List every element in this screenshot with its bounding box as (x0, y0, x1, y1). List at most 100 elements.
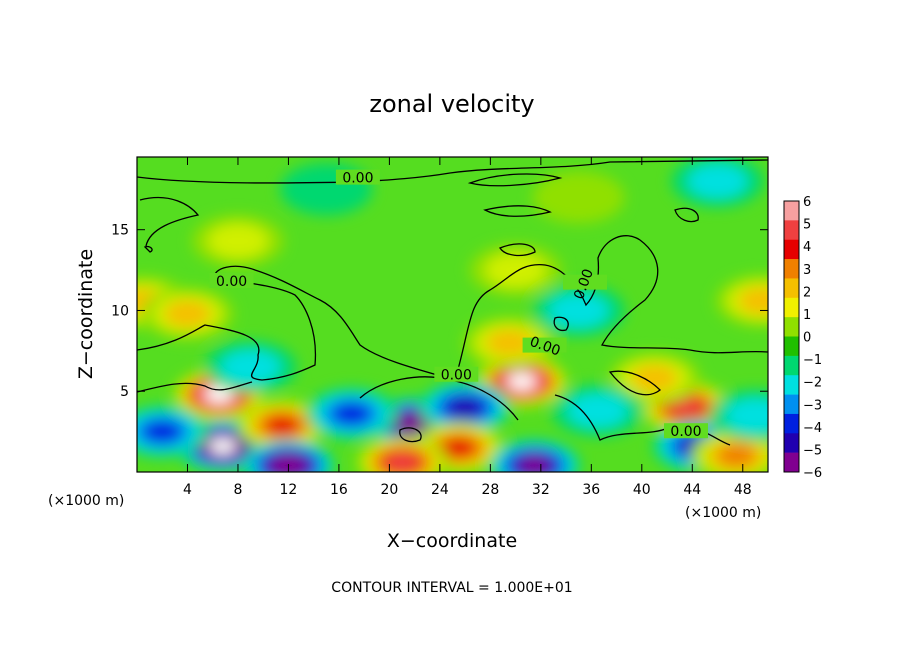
colorbar-swatch-1 (784, 220, 799, 241)
field-anomaly-20-level-2 (208, 223, 268, 259)
colorbar-swatch-0 (784, 201, 799, 221)
field-anomaly-19-level-2 (725, 398, 768, 433)
field-anomaly-4-level-8 (508, 373, 535, 390)
colorbar-label-7: −1 (803, 353, 822, 368)
field-anomaly-27-level-1 (532, 171, 625, 224)
contour-label-bg-0 (335, 169, 380, 185)
contour-label-0: 0.00 (342, 171, 373, 187)
x-tick-label-28: 28 (481, 482, 499, 498)
zero-contour-4 (499, 243, 536, 257)
colorbar-label-3: 3 (803, 263, 811, 278)
contour-label-1: 0.00 (216, 274, 247, 290)
y-tick-label-15: 15 (111, 223, 129, 239)
field-anomaly-23-level-3 (164, 300, 211, 328)
x-tick-label-48: 48 (734, 482, 752, 498)
field-anomaly-8-level-5 (441, 437, 476, 458)
colorbar-swatch-4 (784, 278, 799, 299)
contour-label-bg-2 (563, 274, 607, 290)
colorbar-label-9: −3 (803, 398, 822, 413)
x-tick-label-20: 20 (380, 482, 398, 498)
colorbar-label-6: 0 (803, 331, 811, 346)
chart-title: zonal velocity (369, 90, 534, 118)
colorbar-swatch-12 (784, 433, 799, 453)
field-anomaly-1-level-8 (209, 438, 236, 455)
plot-frame (136, 156, 769, 473)
zero-contour-1 (467, 173, 563, 187)
zero-contour-11 (553, 316, 569, 332)
field-anomaly-7-level-5 (448, 397, 482, 418)
contour-label-bg-3 (522, 337, 567, 353)
colorbar-swatch-11 (784, 413, 799, 434)
field-anomaly-2-level-5 (265, 415, 299, 436)
colorbar-label-2: 4 (803, 240, 811, 255)
field-anomaly-16-level-4 (717, 444, 756, 468)
field-anomaly-15-level-3 (631, 364, 678, 392)
colorbar-label-0: 6 (803, 195, 811, 210)
x-tick-label-24: 24 (431, 482, 449, 498)
colorbar-label-10: −4 (803, 421, 822, 436)
colorbar-frame (783, 200, 800, 473)
zero-contour-12 (399, 427, 422, 443)
colorbar-swatch-3 (784, 259, 799, 279)
zero-contour-9 (608, 370, 661, 396)
field-anomaly-18-level-2 (567, 393, 628, 428)
colorbar-swatch-8 (784, 355, 799, 376)
colorbar-label-1: 5 (803, 218, 811, 233)
field-anomaly-5-level-3 (486, 329, 533, 357)
x-tick-label-40: 40 (633, 482, 651, 498)
colorbar-swatch-5 (784, 297, 799, 318)
x-tick-label-4: 4 (183, 482, 192, 498)
field-anomaly-11-level-4 (332, 402, 371, 426)
x-unit-right: (×1000 m) (685, 505, 761, 521)
colorbar-swatch-9 (784, 375, 799, 395)
x-tick-label-8: 8 (233, 482, 242, 498)
y-tick-label-5: 5 (120, 384, 129, 400)
contour-interval-note: CONTOUR INTERVAL = 1.000E+01 (331, 580, 572, 596)
zero-contour-6 (137, 381, 253, 393)
y-axis-ticks: 5 10 15 (111, 223, 768, 400)
colorbar-label-8: −2 (803, 376, 822, 391)
x-tick-label-36: 36 (582, 482, 600, 498)
x-tick-label-32: 32 (532, 482, 550, 498)
contour-label-bg-1 (209, 273, 254, 288)
x-axis-label: X−coordinate (387, 530, 517, 552)
colorbar-swatch-7 (784, 336, 799, 357)
field-anomaly-24-level-2 (548, 293, 609, 328)
field-anomaly-12-level-4 (142, 420, 182, 443)
field-anomaly-10-level-6 (519, 456, 550, 472)
colorbar-swatch-10 (784, 394, 799, 415)
colorbar-label-4: 2 (803, 285, 811, 300)
zero-contour-13 (143, 245, 153, 253)
contour-label-bg-5 (664, 423, 708, 439)
x-tick-label-16: 16 (330, 482, 348, 498)
field-anomaly-25-level-2 (687, 164, 748, 199)
zero-contour-10 (674, 207, 699, 223)
zero-contour-3 (483, 205, 552, 217)
x-tick-label-12: 12 (280, 482, 298, 498)
field-anomaly-0-level-8 (205, 386, 233, 403)
x-axis-ticks: 4 8 12 16 20 24 28 32 36 40 44 48 (183, 157, 752, 498)
x-tick-label-44: 44 (683, 482, 701, 498)
colorbar-label-5: 1 (803, 308, 811, 323)
contour-label-5: 0.00 (670, 424, 701, 440)
x-unit-left: (×1000 m) (48, 493, 124, 509)
colorbar: 6 5 4 3 2 1 0 −1 −2 −3 −4 −5 −6 (783, 195, 822, 481)
field-anomaly-13-level-6 (670, 398, 702, 417)
colorbar-label-11: −5 (803, 443, 822, 458)
colorbar-swatch-13 (784, 452, 799, 473)
zero-contour-0 (137, 159, 768, 184)
colorbar-swatch-2 (784, 239, 799, 260)
contour-labels: 0.000.00 0.000.000.000.00 (209, 169, 708, 440)
contour-label-bg-4 (434, 366, 479, 382)
field-anomaly-26-level-2 (485, 252, 546, 288)
y-axis-label: Z−coordinate (75, 249, 97, 379)
colorbar-label-12: −6 (803, 466, 822, 481)
zero-contours (137, 159, 768, 446)
colorbar-swatch-6 (784, 317, 799, 337)
y-tick-label-10: 10 (111, 303, 129, 319)
zero-contour-2 (139, 196, 200, 247)
contour-label-4: 0.00 (441, 368, 472, 384)
velocity-field (137, 157, 768, 472)
field-anomaly-17-level-2 (220, 349, 281, 385)
zero-contour-5 (137, 235, 768, 381)
